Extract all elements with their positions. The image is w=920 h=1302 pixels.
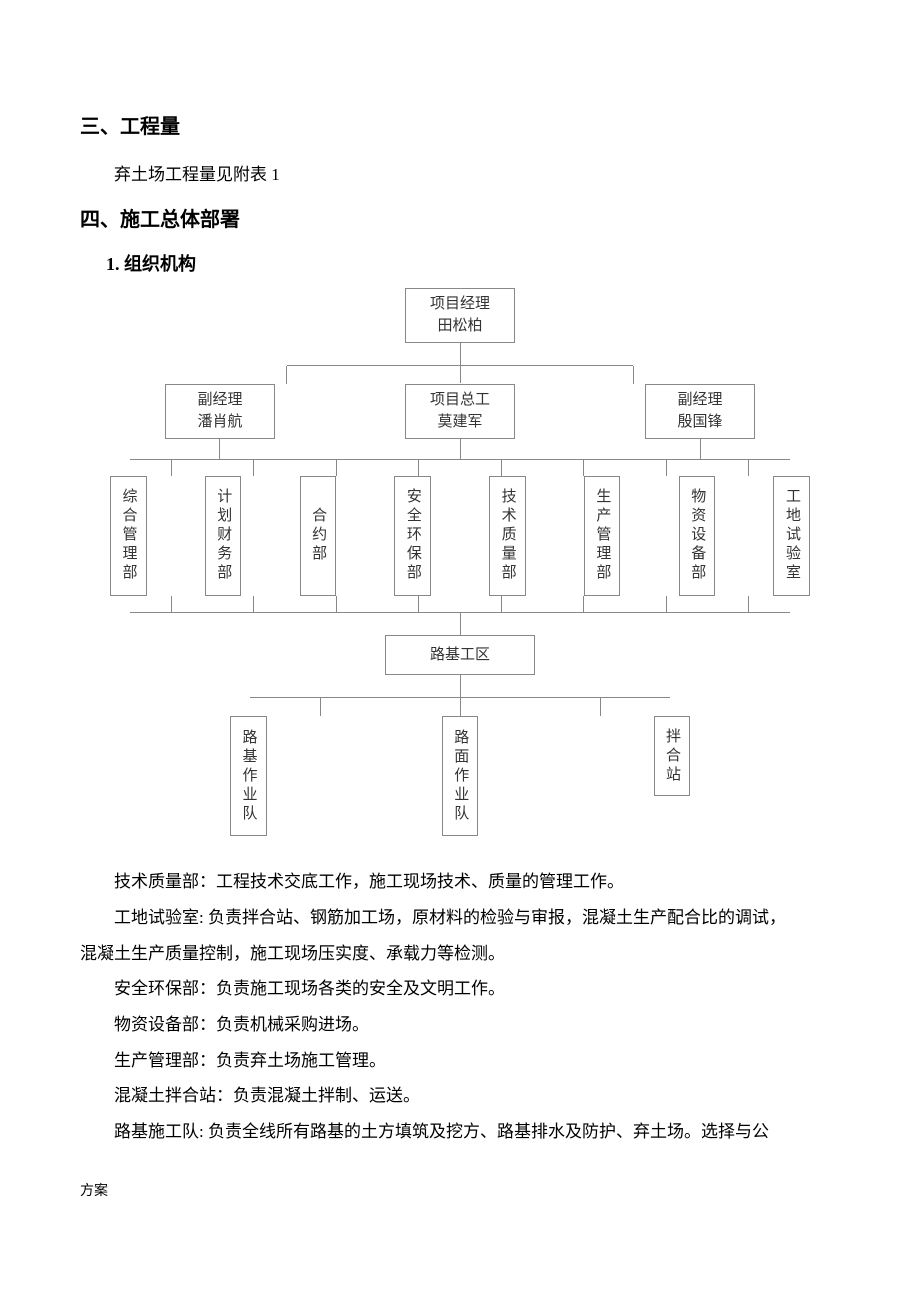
org-node-title: 项目经理 xyxy=(416,293,504,316)
org-node-name: 潘肖航 xyxy=(176,411,264,434)
resp-p7: 路基施工队: 负责全线所有路基的土方填筑及挖方、路基排水及防护、弃土场。选择与公 xyxy=(80,1114,840,1150)
org-node-l5: 路面作业队 xyxy=(442,716,479,836)
resp-p6: 混凝土拌合站：负责混凝土拌制、运送。 xyxy=(80,1078,840,1114)
org-node-l3: 安全环保部 xyxy=(394,476,431,596)
org-node-l5: 拌合站 xyxy=(654,716,691,796)
resp-p3: 安全环保部：负责施工现场各类的安全及文明工作。 xyxy=(80,971,840,1007)
org-node-title: 副经理 xyxy=(176,389,264,412)
section-4-heading: 四、施工总体部署 xyxy=(80,203,840,232)
org-node-l3: 综合管理部 xyxy=(110,476,147,596)
org-node-title: 项目总工 xyxy=(416,389,504,412)
section-4-sub1: 1. 组织机构 xyxy=(80,250,840,276)
org-node-l3: 技术质量部 xyxy=(489,476,526,596)
org-node-name: 殷国锋 xyxy=(656,411,744,434)
org-level3: 综合管理部 计划财务部 合约部 安全环保部 技术质量部 生产管理部 物资设备部 … xyxy=(110,476,810,596)
org-node-l3: 物资设备部 xyxy=(679,476,716,596)
resp-p1: 技术质量部：工程技术交底工作，施工现场技术、质量的管理工作。 xyxy=(80,864,840,900)
org-node-name: 田松柏 xyxy=(416,315,504,338)
org-node-name: 莫建军 xyxy=(416,411,504,434)
page-footer: 方案 xyxy=(80,1180,840,1200)
org-node-title: 副经理 xyxy=(656,389,744,412)
section-3-heading: 三、工程量 xyxy=(80,110,840,139)
org-level2-rail xyxy=(200,365,720,384)
org-node-root: 项目经理 田松柏 xyxy=(405,288,515,343)
org-level2: 副经理 潘肖航 项目总工 莫建军 副经理 殷国锋 xyxy=(165,384,755,439)
org-node-l5: 路基作业队 xyxy=(230,716,267,836)
org-connector xyxy=(460,343,461,365)
org-node-l2: 项目总工 莫建军 xyxy=(405,384,515,439)
org-node-l3: 计划财务部 xyxy=(205,476,242,596)
section-3-body: 弃土场工程量见附表 1 xyxy=(80,157,840,193)
org-node-l2: 副经理 潘肖航 xyxy=(165,384,275,439)
resp-p5: 生产管理部：负责弃土场施工管理。 xyxy=(80,1043,840,1079)
responsibilities-section: 技术质量部：工程技术交底工作，施工现场技术、质量的管理工作。 工地试验室: 负责… xyxy=(80,864,840,1150)
org-level5: 路基作业队 路面作业队 拌合站 xyxy=(230,716,690,836)
org-node-l3: 合约部 xyxy=(300,476,337,596)
org-node-l2: 副经理 殷国锋 xyxy=(645,384,755,439)
resp-p2a: 工地试验室: 负责拌合站、钢筋加工场，原材料的检验与审报，混凝土生产配合比的调试… xyxy=(80,900,840,936)
org-node-hub: 路基工区 xyxy=(385,635,535,676)
resp-p4: 物资设备部：负责机械采购进场。 xyxy=(80,1007,840,1043)
org-node-l3: 生产管理部 xyxy=(584,476,621,596)
org-chart: 项目经理 田松柏 副经理 潘肖航 项目总工 莫建军 副经理 殷国锋 xyxy=(80,288,840,837)
org-node-l3: 工地试验室 xyxy=(773,476,810,596)
resp-p2b: 混凝土生产质量控制，施工现场压实度、承载力等检测。 xyxy=(80,936,840,972)
